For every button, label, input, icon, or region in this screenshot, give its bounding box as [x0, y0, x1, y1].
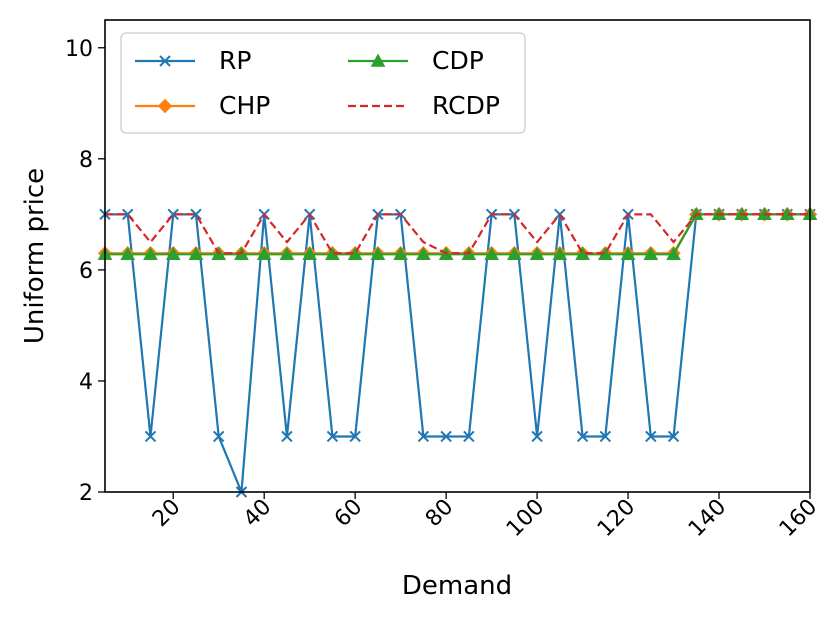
data-point-cdp-95 — [507, 246, 522, 261]
legend: RP CHP CDP RCDP — [120, 32, 526, 134]
data-point-rp-130 — [667, 430, 680, 443]
data-point-cdp-70 — [393, 246, 408, 261]
data-point-cdp-130 — [666, 246, 681, 261]
data-point-rp-80 — [440, 430, 452, 443]
data-point-cdp-25 — [188, 246, 204, 261]
x-tick-label: 60 — [330, 495, 367, 532]
x-tick-label: 140 — [684, 495, 731, 542]
x-tick-label: 20 — [148, 495, 185, 532]
x-tick-label: 160 — [775, 495, 822, 542]
data-point-cdp-40 — [256, 246, 272, 261]
y-tick-label: 6 — [79, 259, 93, 284]
data-point-rp-125 — [645, 430, 657, 443]
data-point-rp-15 — [144, 430, 157, 443]
x-tick-label: 100 — [502, 495, 549, 542]
x-tick-label: 120 — [593, 495, 640, 542]
data-point-cdp-120 — [620, 246, 636, 261]
x-tick-label: 40 — [239, 495, 276, 532]
series-layer — [97, 206, 818, 498]
data-point-cdp-100 — [529, 246, 545, 261]
series-line-rp — [105, 213, 810, 494]
x-axis-title: Demand — [402, 571, 512, 601]
legend-marker-chp — [157, 98, 173, 114]
data-point-rp-85 — [463, 430, 475, 443]
data-point-rp-115 — [599, 430, 612, 443]
data-point-cdp-10 — [120, 246, 136, 261]
legend-label-rcdp: RCDP — [432, 91, 500, 120]
data-point-cdp-75 — [416, 246, 431, 261]
legend-label-chp: CHP — [219, 91, 270, 120]
data-point-cdp-15 — [143, 246, 158, 261]
data-point-rp-75 — [417, 430, 430, 443]
legend-label-rp: RP — [219, 46, 251, 75]
y-tick-label: 10 — [65, 37, 93, 62]
data-point-rp-45 — [281, 430, 293, 443]
data-point-rp-30 — [213, 430, 225, 443]
data-point-cdp-105 — [552, 246, 568, 261]
legend-marker-rp — [159, 55, 171, 67]
data-point-rp-25 — [190, 208, 202, 221]
data-point-cdp-20 — [165, 246, 181, 261]
y-tick-label: 4 — [79, 370, 93, 395]
legend-entries — [135, 53, 408, 114]
y-tick-label: 8 — [79, 148, 93, 173]
series-line-chp — [105, 213, 810, 255]
y-tick-label: 2 — [79, 481, 93, 506]
data-point-cdp-125 — [643, 246, 659, 261]
data-point-rp-60 — [349, 430, 361, 443]
data-point-cdp-50 — [302, 246, 318, 261]
series-line-rcdp — [105, 213, 810, 255]
data-point-cdp-90 — [484, 246, 499, 261]
y-axis-title: Uniform price — [20, 168, 50, 344]
plot-frame — [104, 19, 811, 493]
data-point-rp-110 — [576, 430, 589, 443]
data-point-cdp-45 — [279, 246, 295, 261]
series-line-cdp — [105, 213, 810, 256]
data-point-rp-100 — [531, 430, 543, 443]
x-tick-label: 80 — [421, 495, 458, 532]
series-rcdp — [105, 213, 810, 255]
data-point-cdp-65 — [370, 246, 386, 261]
data-point-rp-55 — [326, 430, 339, 443]
legend-marker-cdp — [370, 53, 386, 67]
legend-label-cdp: CDP — [432, 46, 484, 75]
legend-box — [120, 32, 526, 134]
